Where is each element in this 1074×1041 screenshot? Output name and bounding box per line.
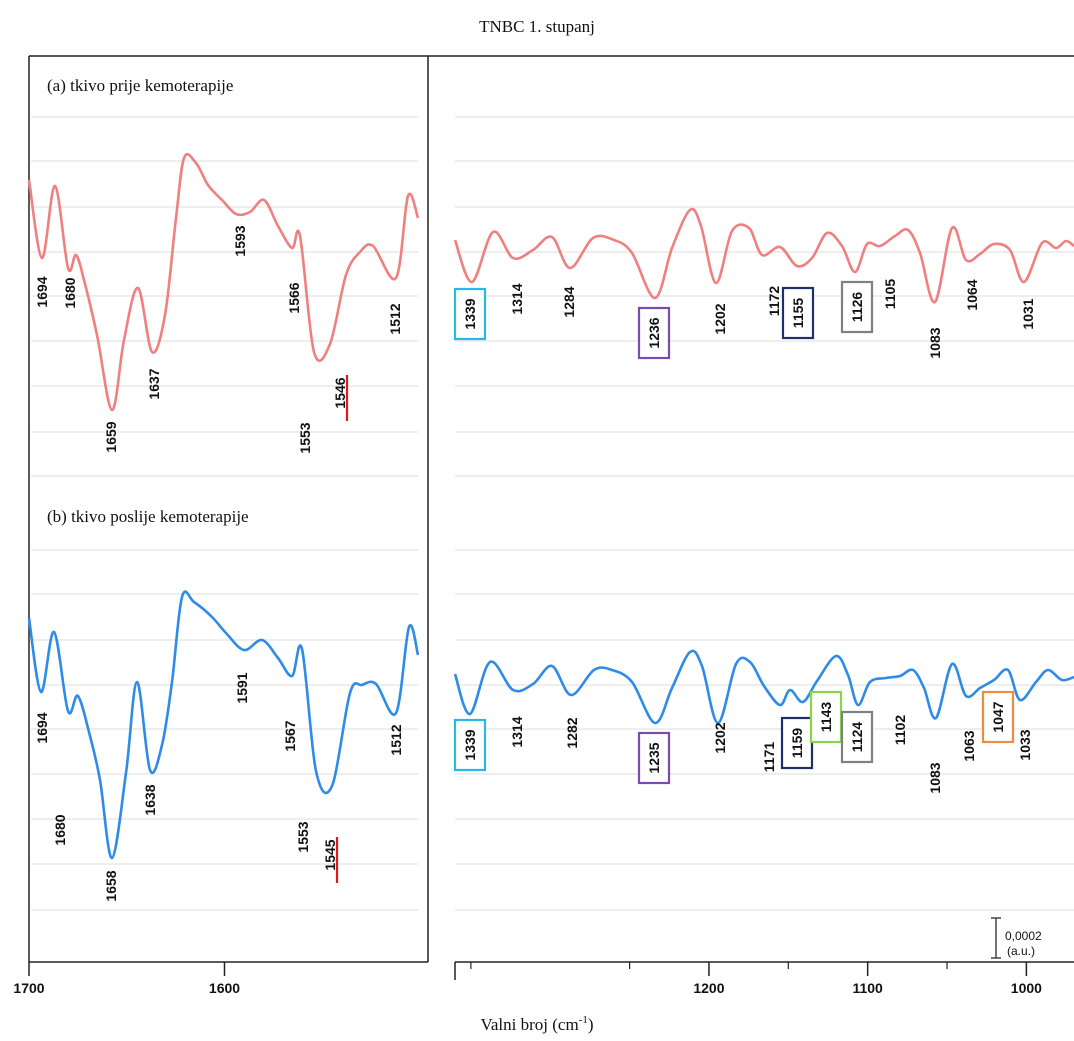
x-tick-label-1100: 1100: [852, 980, 883, 996]
peak-label-1553: 1553: [295, 821, 311, 852]
peak-label-1512: 1512: [388, 724, 404, 755]
peak-label-1202: 1202: [712, 722, 728, 753]
chart-title: TNBC 1. stupanj: [479, 17, 595, 36]
peak-box-1235: [637, 731, 671, 785]
peak-label-1567: 1567: [282, 720, 298, 751]
x-axis-label-main: Valni broj (cm: [480, 1015, 578, 1034]
peak-label-1694: 1694: [34, 712, 50, 743]
x-tick-label-1200: 1200: [693, 980, 724, 996]
peak-label-1202: 1202: [712, 303, 728, 334]
peak-label-1126: 1126: [849, 292, 865, 323]
peak-label-1284: 1284: [561, 286, 577, 317]
peak-label-1282: 1282: [564, 717, 580, 748]
x-tick-label-1600: 1600: [209, 980, 240, 996]
peak-box-1124: [840, 710, 874, 764]
peak-label-1680: 1680: [62, 277, 78, 308]
peak-label-1638: 1638: [142, 784, 158, 815]
panel-b-label: (b) tkivo poslije kemoterapije: [47, 507, 249, 526]
x-axes: 1700 1600 1200 1100 1000: [13, 961, 1074, 996]
x-axis-label-end: ): [588, 1015, 594, 1034]
peak-label-1047: 1047: [990, 701, 1006, 732]
peak-label-1339: 1339: [462, 729, 478, 760]
peak-box-1339: [453, 718, 487, 772]
peak-box-1047: [981, 690, 1015, 744]
x-axis-label: Valni broj (cm-1): [480, 1014, 593, 1034]
peak-label-1063: 1063: [961, 730, 977, 761]
peak-label-1591: 1591: [234, 672, 250, 703]
peak-label-1155: 1155: [790, 298, 806, 329]
peak-label-1102: 1102: [892, 715, 908, 746]
panel-a-label: (a) tkivo prije kemoterapije: [47, 76, 233, 95]
peak-label-1172: 1172: [766, 286, 782, 317]
spectrum-line-b-left: [27, 590, 420, 860]
peak-label-1159: 1159: [789, 728, 805, 759]
peak-label-1637: 1637: [146, 368, 162, 399]
x-tick-label-1700: 1700: [13, 980, 44, 996]
peak-label-1546: 1546: [332, 377, 348, 408]
spectrum-line-b-right: [453, 649, 1074, 725]
x-tick-label-1000: 1000: [1011, 980, 1042, 996]
peak-label-1553: 1553: [297, 422, 313, 453]
peak-label-1124: 1124: [849, 722, 865, 753]
peak-box-1126: [840, 280, 874, 334]
peak-label-1064: 1064: [964, 279, 980, 310]
scale-bar: 0,0002 (a.u.): [991, 917, 1042, 959]
gridlines: [31, 116, 1074, 911]
peak-label-1314: 1314: [509, 283, 525, 314]
peak-label-1658: 1658: [103, 870, 119, 901]
spectrum-line-a-right: [453, 207, 1074, 304]
scale-bar-value: 0,0002: [1005, 929, 1042, 943]
peak-label-1083: 1083: [927, 762, 943, 793]
peak-label-1680: 1680: [52, 814, 68, 845]
spectrum-line-a-left: [27, 152, 420, 412]
peak-box-1143: [809, 690, 843, 744]
x-axis-label-sup: -1: [579, 1014, 588, 1026]
peak-label-1512: 1512: [387, 303, 403, 334]
peak-label-1545: 1545: [322, 839, 338, 870]
peak-label-1566: 1566: [286, 282, 302, 313]
peak-box-1155: [781, 286, 815, 340]
peak-box-1236: [637, 306, 671, 360]
peak-label-1171: 1171: [761, 742, 777, 773]
peak-label-1235: 1235: [646, 742, 662, 773]
peak-label-1033: 1033: [1017, 729, 1033, 760]
spectra-curves: [27, 152, 1074, 860]
peak-label-1083: 1083: [927, 327, 943, 358]
peak-label-1694: 1694: [34, 276, 50, 307]
peak-label-1314: 1314: [509, 716, 525, 747]
peak-label-1236: 1236: [646, 317, 662, 348]
peak-label-1593: 1593: [232, 225, 248, 256]
scale-bar-unit: (a.u.): [1007, 944, 1035, 958]
peak-label-1339: 1339: [462, 298, 478, 329]
peak-label-1105: 1105: [882, 279, 898, 310]
peak-label-1659: 1659: [103, 421, 119, 452]
peak-label-1031: 1031: [1020, 298, 1036, 329]
peak-box-1339: [453, 287, 487, 341]
peak-labels: 1694 1680 1659 1637 1593 1566 1553 1546 1512 1339…: [34, 225, 1036, 901]
peak-label-1143: 1143: [818, 702, 834, 733]
